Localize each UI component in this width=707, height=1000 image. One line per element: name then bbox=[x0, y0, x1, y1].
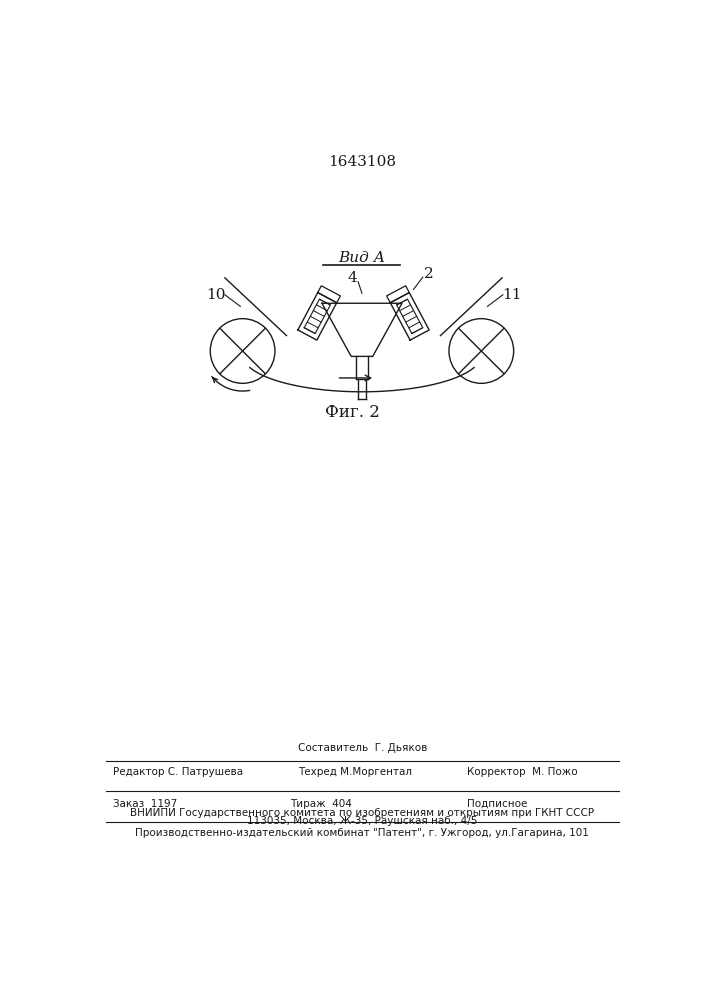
Text: Корректор  М. Пожо: Корректор М. Пожо bbox=[467, 767, 578, 777]
Text: Тираж  404: Тираж 404 bbox=[291, 799, 352, 809]
Text: 4: 4 bbox=[347, 271, 357, 285]
Text: ВНИИПИ Государственного комитета по изобретениям и открытиям при ГКНТ СССР: ВНИИПИ Государственного комитета по изоб… bbox=[130, 808, 594, 818]
Text: Редактор С. Патрушева: Редактор С. Патрушева bbox=[113, 767, 243, 777]
Text: 2: 2 bbox=[424, 267, 434, 281]
Text: Составитель  Г. Дьяков: Составитель Г. Дьяков bbox=[298, 743, 428, 753]
Text: Техред М.Моргентал: Техред М.Моргентал bbox=[298, 767, 412, 777]
Text: 1643108: 1643108 bbox=[328, 155, 396, 169]
Text: Заказ  1197: Заказ 1197 bbox=[113, 799, 177, 809]
Text: 113035, Москва, Ж-35, Раушская наб., 4/5: 113035, Москва, Ж-35, Раушская наб., 4/5 bbox=[247, 816, 477, 826]
Text: 11: 11 bbox=[503, 288, 522, 302]
Text: Производственно-издательский комбинат "Патент", г. Ужгород, ул.Гагарина, 101: Производственно-издательский комбинат "П… bbox=[135, 828, 589, 838]
Text: Подписное: Подписное bbox=[467, 799, 528, 809]
Text: Фиг. 2: Фиг. 2 bbox=[325, 404, 380, 421]
Text: Вид А: Вид А bbox=[339, 251, 385, 265]
Text: 10: 10 bbox=[206, 288, 226, 302]
